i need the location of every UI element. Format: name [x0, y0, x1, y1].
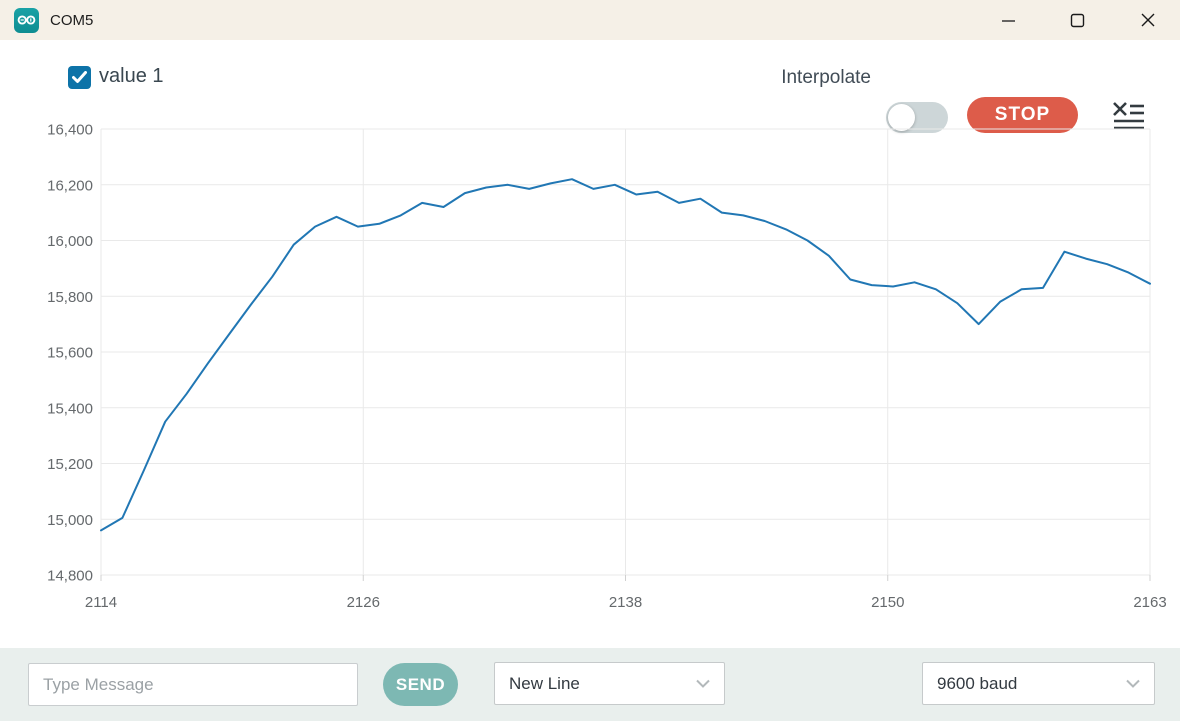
- message-bar: SEND New Line 9600 baud: [0, 648, 1180, 721]
- clear-output-button[interactable]: [1110, 97, 1146, 133]
- svg-text:16,400: 16,400: [47, 122, 93, 139]
- svg-text:15,400: 15,400: [47, 400, 93, 417]
- interpolate-toggle[interactable]: [886, 102, 948, 133]
- toggle-knob: [888, 104, 915, 131]
- send-button[interactable]: SEND: [383, 663, 458, 706]
- close-button[interactable]: [1125, 0, 1171, 40]
- baud-rate-value: 9600 baud: [937, 673, 1018, 693]
- chevron-down-icon: [1126, 679, 1140, 688]
- minimize-button[interactable]: [985, 0, 1031, 40]
- svg-text:2163: 2163: [1133, 594, 1166, 611]
- svg-text:16,200: 16,200: [47, 177, 93, 194]
- title-bar: COM5: [0, 0, 1180, 40]
- svg-text:15,800: 15,800: [47, 289, 93, 306]
- line-ending-value: New Line: [509, 673, 580, 693]
- stop-button[interactable]: STOP: [967, 97, 1078, 133]
- line-ending-dropdown[interactable]: New Line: [494, 662, 725, 705]
- clear-list-icon: [1113, 102, 1144, 130]
- svg-text:15,600: 15,600: [47, 345, 93, 362]
- svg-text:14,800: 14,800: [47, 568, 93, 585]
- message-input[interactable]: [28, 663, 358, 706]
- series-label: value 1: [99, 65, 164, 87]
- series-checkbox[interactable]: [68, 66, 91, 89]
- line-chart: 14,800 15,000 15,200 15,400 15,600 15,800 16,0…: [0, 110, 1180, 648]
- svg-text:2126: 2126: [347, 594, 380, 611]
- svg-text:16,000: 16,000: [47, 233, 93, 250]
- arduino-logo-icon: [14, 7, 39, 33]
- svg-text:15,200: 15,200: [47, 456, 93, 473]
- baud-rate-dropdown[interactable]: 9600 baud: [922, 662, 1155, 705]
- chevron-down-icon: [696, 679, 710, 688]
- window-title: COM5: [50, 11, 94, 29]
- plotter-main: value 1 Interpolate STOP 14,800 15,000 15,…: [0, 40, 1180, 648]
- maximize-button[interactable]: [1054, 0, 1100, 40]
- svg-text:2150: 2150: [871, 594, 904, 611]
- svg-text:2138: 2138: [609, 594, 642, 611]
- interpolate-label: Interpolate: [781, 67, 871, 88]
- chart-canvas: 14,800 15,000 15,200 15,400 15,600 15,800 16,0…: [47, 122, 1167, 612]
- checkmark-icon: [72, 71, 87, 83]
- svg-text:2114: 2114: [85, 594, 117, 611]
- svg-text:15,000: 15,000: [47, 512, 93, 529]
